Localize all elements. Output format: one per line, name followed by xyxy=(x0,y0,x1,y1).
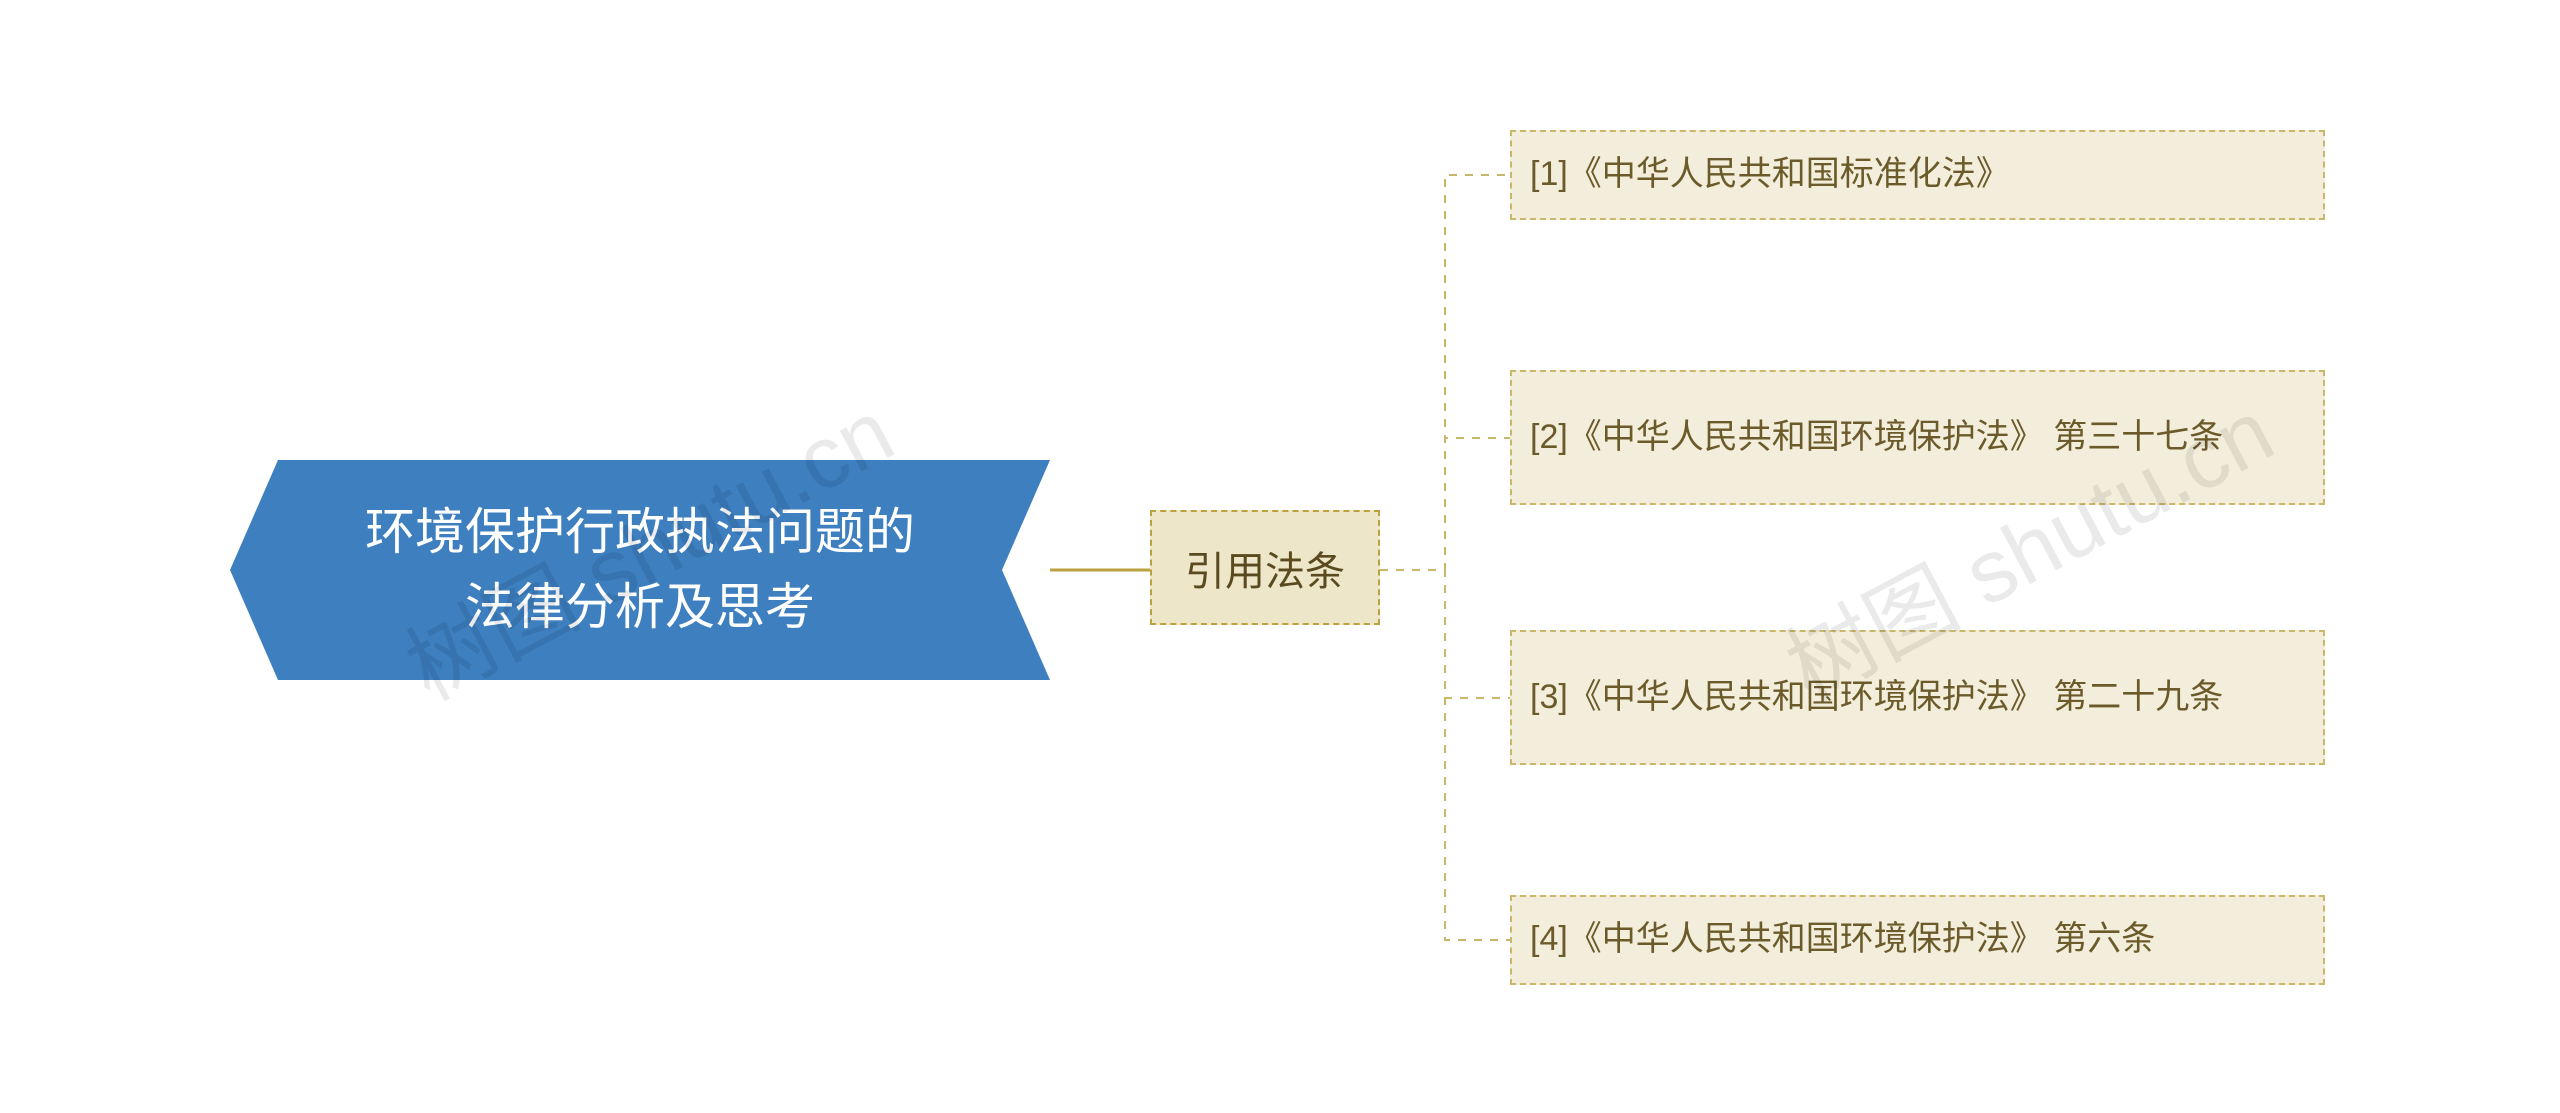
root-node-line: 法律分析及思考 xyxy=(465,570,815,645)
leaf-node-0[interactable]: [1]《中华人民共和国标准化法》 xyxy=(1510,130,2325,220)
root-node-line: 环境保护行政执法问题的 xyxy=(365,495,915,570)
level1-node-citations[interactable]: 引用法条 xyxy=(1150,510,1380,625)
leaf-node-label: [1]《中华人民共和国标准化法》 xyxy=(1530,150,2010,199)
leaf-node-label: [2]《中华人民共和国环境保护法》 第三十七条 xyxy=(1530,413,2223,462)
root-node[interactable]: 环境保护行政执法问题的法律分析及思考 xyxy=(230,460,1050,680)
leaf-node-2[interactable]: [3]《中华人民共和国环境保护法》 第二十九条 xyxy=(1510,630,2325,765)
leaf-node-3[interactable]: [4]《中华人民共和国环境保护法》 第六条 xyxy=(1510,895,2325,985)
leaf-node-label: [3]《中华人民共和国环境保护法》 第二十九条 xyxy=(1530,673,2223,722)
mindmap-canvas: 环境保护行政执法问题的法律分析及思考 引用法条 [1]《中华人民共和国标准化法》… xyxy=(0,0,2560,1113)
leaf-node-label: [4]《中华人民共和国环境保护法》 第六条 xyxy=(1530,915,2155,964)
level1-node-label: 引用法条 xyxy=(1185,539,1345,597)
leaf-node-1[interactable]: [2]《中华人民共和国环境保护法》 第三十七条 xyxy=(1510,370,2325,505)
